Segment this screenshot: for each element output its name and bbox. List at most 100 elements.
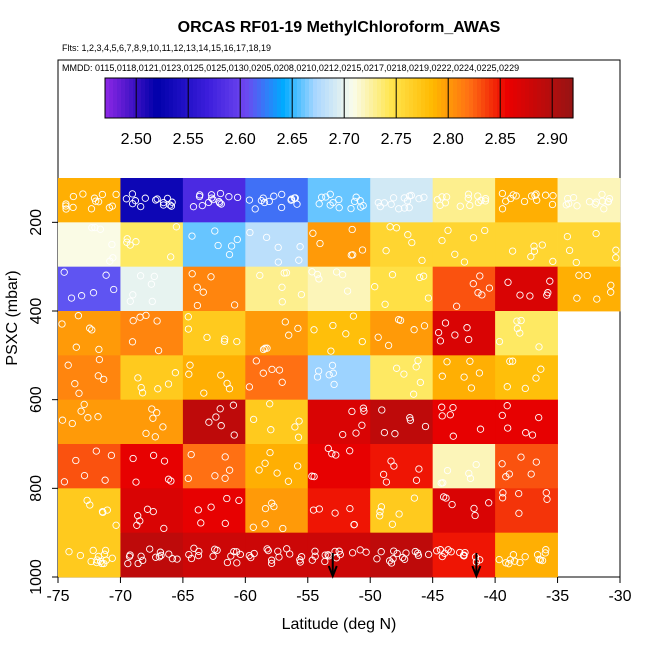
observation-marker	[424, 294, 433, 302]
observation-marker	[338, 271, 347, 279]
observation-marker	[184, 313, 192, 321]
observation-marker	[419, 272, 428, 280]
observation-marker	[207, 503, 215, 511]
observation-marker	[277, 203, 286, 212]
observation-marker	[60, 268, 68, 276]
observation-marker	[311, 547, 319, 555]
heatmap-cell	[495, 222, 558, 268]
observation-marker	[391, 430, 399, 438]
observation-marker	[515, 509, 523, 517]
observation-marker	[327, 347, 335, 355]
heatmap-cell	[495, 532, 558, 578]
observation-marker	[163, 194, 172, 203]
heatmap-cell	[182, 266, 246, 312]
observation-marker	[96, 557, 105, 566]
colorbar-segment	[481, 78, 486, 118]
observation-marker	[186, 361, 194, 369]
observation-marker	[184, 325, 193, 333]
colorbar-segment	[521, 78, 526, 118]
observation-marker	[498, 411, 506, 420]
observation-marker	[256, 271, 264, 280]
observation-marker	[225, 466, 234, 474]
observation-marker	[227, 242, 236, 250]
colorbar-segment	[281, 78, 286, 118]
observation-marker	[230, 431, 238, 439]
colorbar-segment	[333, 78, 338, 118]
colorbar-segment	[413, 78, 418, 118]
colorbar-segment	[225, 78, 230, 118]
colorbar-segment	[265, 78, 270, 118]
colorbar-segment	[345, 78, 350, 118]
observation-marker	[88, 326, 96, 334]
observation-marker	[316, 239, 324, 248]
observation-marker	[434, 328, 443, 337]
observation-marker	[131, 197, 140, 205]
observation-marker	[125, 552, 134, 561]
colorbar-tick-label: 2.75	[381, 131, 412, 148]
observation-marker	[389, 194, 398, 202]
observation-marker	[69, 203, 77, 212]
observation-marker	[352, 429, 360, 437]
observation-marker	[259, 345, 268, 354]
observation-marker	[149, 414, 157, 422]
observation-marker	[549, 192, 557, 200]
observation-marker	[443, 466, 452, 475]
observation-marker	[506, 556, 514, 564]
observation-marker	[232, 548, 241, 556]
observation-marker	[442, 494, 450, 502]
colorbar-segment	[185, 78, 190, 118]
observation-marker	[167, 253, 175, 261]
heatmap-cell	[495, 399, 558, 445]
observation-marker	[350, 520, 358, 529]
observation-marker	[233, 337, 241, 346]
observation-marker	[541, 191, 550, 199]
colorbar-segment	[381, 78, 386, 118]
colorbar-tick-label: 2.85	[485, 131, 516, 148]
colorbar-segment	[453, 78, 458, 118]
observation-marker	[264, 546, 272, 555]
observation-marker	[350, 197, 359, 206]
observation-marker	[207, 273, 215, 281]
observation-marker	[65, 548, 73, 556]
observation-marker	[209, 195, 217, 204]
observation-marker	[148, 297, 156, 306]
heatmap-cell	[495, 266, 558, 312]
observation-marker	[573, 294, 581, 302]
observation-marker	[527, 253, 535, 261]
observation-marker	[403, 197, 412, 205]
observation-marker	[474, 289, 482, 297]
observation-marker	[309, 506, 318, 514]
colorbar-segment	[541, 78, 546, 118]
observation-marker	[112, 190, 120, 199]
observation-marker	[270, 192, 278, 200]
colorbar-segment	[193, 78, 198, 118]
observation-marker	[141, 194, 149, 202]
observation-marker	[404, 231, 412, 239]
observation-marker	[189, 203, 198, 211]
heatmap-cell	[370, 266, 434, 312]
observation-marker	[548, 200, 557, 209]
observation-marker	[592, 229, 600, 238]
observation-marker	[412, 476, 421, 484]
observation-marker	[71, 380, 79, 388]
observation-marker	[157, 551, 165, 560]
observation-marker	[335, 547, 343, 555]
observation-marker	[329, 321, 337, 330]
observation-marker	[167, 477, 175, 485]
observation-marker	[386, 223, 394, 231]
observation-marker	[153, 409, 161, 417]
observation-marker	[348, 407, 356, 416]
observation-marker	[77, 292, 86, 300]
colorbar-segment	[557, 78, 562, 118]
observation-marker	[229, 401, 238, 409]
observation-marker	[348, 549, 357, 557]
observation-marker	[443, 358, 451, 366]
observation-marker	[349, 312, 358, 320]
observation-marker	[159, 198, 168, 207]
observation-marker	[132, 238, 140, 246]
observation-marker	[207, 194, 216, 202]
observation-marker	[382, 478, 391, 486]
colorbar-segment	[429, 78, 434, 118]
observation-marker	[221, 453, 229, 461]
observation-marker	[137, 552, 145, 560]
